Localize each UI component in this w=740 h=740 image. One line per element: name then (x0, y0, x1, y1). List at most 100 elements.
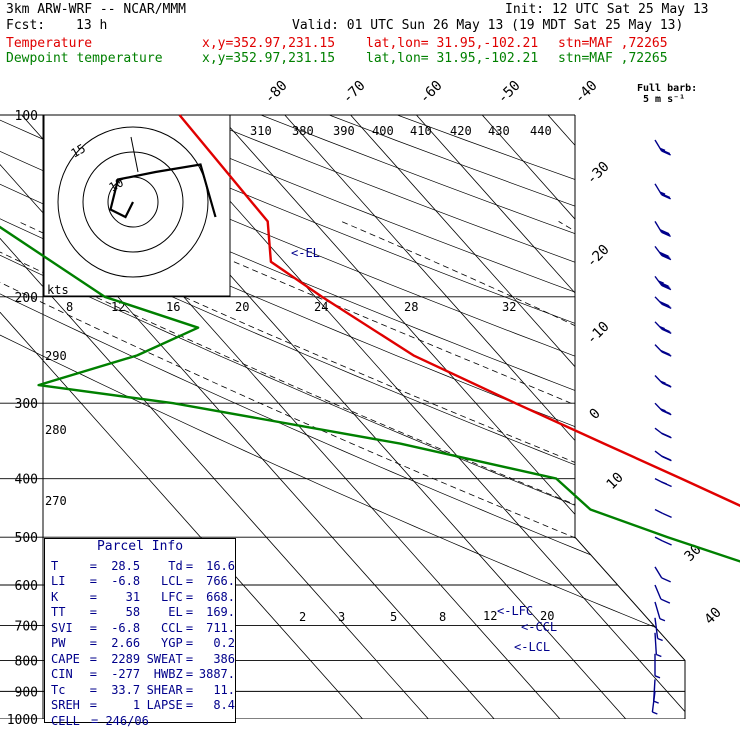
dry-adiabat (260, 115, 685, 719)
parcel-value: 28.5 (111, 558, 141, 573)
speed-units-label: kts (47, 283, 69, 297)
wind-barb-halfflag (656, 653, 662, 658)
wind-barb (654, 601, 666, 622)
theta-left-label: 270 (45, 494, 67, 508)
isotherm-label: -80 (262, 78, 291, 107)
pressure-label: 600 (15, 579, 38, 594)
wind-barb (654, 566, 671, 583)
parcel-row: CAPE = 2289 SWEAT = 386 (45, 652, 235, 668)
wind-barb-halfflag (652, 711, 658, 715)
parcel-eq: = (185, 589, 194, 604)
speed-label: 8 (66, 300, 73, 314)
parcel-eq: = (185, 620, 194, 635)
parcel-label: CAPE (51, 651, 80, 666)
parcel-value: 668. (206, 589, 235, 604)
parcel-eq: = (89, 682, 97, 697)
isotherm-label: 10 (604, 470, 627, 493)
dewpoint-series-name: Dewpoint temperature (6, 51, 163, 66)
parcel-row: T = 28.5 Td = 16.6 (45, 559, 235, 575)
wind-barb (654, 344, 672, 357)
isotherm-line (613, 115, 685, 719)
parcel-label: K (51, 589, 59, 604)
parcel-label: TT (51, 605, 66, 619)
wind-barb-flag (662, 540, 672, 546)
wind-barb-halfflag (659, 191, 666, 195)
hodograph-axis (130, 136, 139, 173)
wind-barb-staff (654, 478, 663, 484)
speed-label: 20 (235, 300, 249, 314)
wind-barb-halfflag (659, 618, 666, 622)
isotherm-label: 40 (702, 605, 725, 628)
wind-barb (654, 402, 672, 416)
hodograph-box (43, 114, 231, 297)
level-marker: <-LCL (514, 640, 550, 654)
parcel-label: SWEAT (146, 651, 183, 666)
model-title: 3km ARW-WRF -- NCAR/MMM (6, 2, 187, 17)
wind-barb-staff (654, 617, 659, 639)
parcel-eq: = (185, 667, 194, 681)
pressure-label: 400 (15, 473, 38, 488)
dry-adiabat (0, 115, 685, 719)
parcel-label: EL (168, 605, 183, 619)
theta-label: 310 (250, 124, 272, 138)
dry-adiabat (0, 115, 685, 719)
parcel-value: 2.66 (111, 636, 141, 650)
theta-label: 420 (450, 124, 472, 138)
isotherm-line (547, 115, 685, 719)
isotherm-label: 0 (587, 406, 604, 423)
parcel-eq: = (89, 620, 97, 635)
parcel-value: 31 (125, 589, 141, 604)
temperature-xy: x,y=352.97,231.15 (202, 36, 336, 51)
isotherm-label: -50 (495, 78, 524, 107)
wind-barb-staff (654, 536, 663, 542)
parcel-value: 58 (125, 605, 141, 619)
parcel-label: T (51, 558, 59, 573)
parcel-eq: = (89, 651, 97, 666)
wind-barb-staff (654, 508, 663, 514)
moist-adiabat (558, 221, 685, 719)
parcel-value: 11. (213, 682, 235, 697)
theta-label: 440 (530, 124, 552, 138)
wind-barb-flag (659, 229, 670, 235)
parcel-row: K = 31 LFC = 668. (45, 590, 235, 606)
wind-barb-staff (654, 450, 663, 458)
wind-barb-halfflag (661, 481, 667, 485)
parcel-info-panel: Parcel Info T = 28.5 Td = 16.6 LI = -6.8 LCL = 766.… (44, 538, 236, 728)
isotherm-line (152, 115, 685, 719)
theta-label: 380 (292, 124, 314, 138)
parcel-value: 33.7 (111, 682, 141, 697)
dry-adiabat (397, 115, 685, 719)
hodograph-ring-outer (57, 126, 209, 278)
isotherm-line (416, 115, 685, 719)
wind-barb-staff (654, 601, 661, 619)
isotherm-line (481, 115, 685, 719)
theta-label: 430 (488, 124, 510, 138)
level-marker: <-CCL (521, 620, 557, 634)
parcel-label: CIN (51, 667, 73, 681)
parcel-eq: = (89, 558, 97, 573)
isotherm-label: -30 (584, 159, 613, 188)
parcel-label: SREH (51, 698, 80, 712)
dry-adiabat (0, 115, 685, 719)
moist-adiabat (0, 221, 685, 719)
temperature-line (178, 114, 740, 507)
parcel-label: LCL (161, 574, 183, 588)
wind-barb (654, 508, 672, 519)
dewpoint-line (0, 225, 740, 563)
parcel-eq: = (185, 636, 194, 650)
speed-label: 28 (404, 300, 418, 314)
wind-barb (654, 617, 663, 642)
wind-barb-halfflag (660, 408, 666, 412)
wind-barb-flag (661, 194, 671, 200)
parcel-row: SVI = -6.8 CCL = 711. (45, 621, 235, 637)
parcel-value: 0.2 (213, 636, 235, 650)
cell-eq: = (91, 713, 106, 728)
forecast-hour: 13 h (76, 18, 108, 33)
parcel-label: Td (168, 558, 183, 573)
parcel-value: 1 (132, 698, 141, 712)
parcel-label: HWBZ (153, 667, 183, 681)
isotherm-label: 20 (452, 0, 475, 3)
wind-barb (654, 632, 662, 658)
wind-barb-flag (661, 231, 671, 237)
hodograph-ring-label: 10 (107, 175, 127, 194)
